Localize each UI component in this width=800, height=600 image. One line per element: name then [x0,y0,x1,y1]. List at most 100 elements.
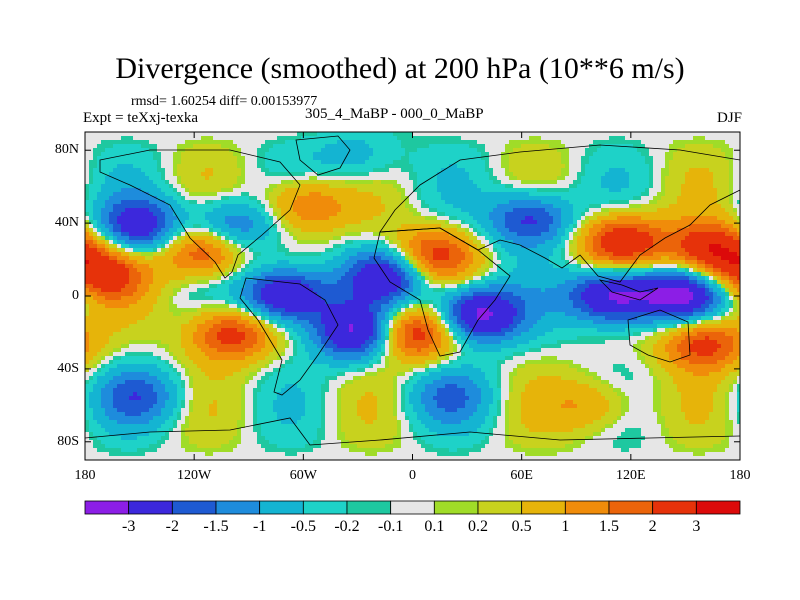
field-cell [645,160,650,165]
field-cell [169,220,174,225]
field-cell [449,160,454,165]
field-cell [101,144,106,149]
field-cell [553,192,558,197]
field-cell [317,248,322,253]
field-cell [685,148,690,153]
field-cell [477,236,482,241]
field-cell [445,228,450,233]
field-cell [229,196,234,201]
field-cell [277,200,282,205]
field-cell [253,228,258,233]
field-cell [465,132,470,137]
field-cell [337,148,342,153]
field-cell [633,224,638,229]
field-cell [541,152,546,157]
field-cell [601,212,606,217]
field-cell [393,228,398,233]
field-cell [169,160,174,165]
field-cell [577,240,582,245]
field-cell [641,228,646,233]
field-cell [721,152,726,157]
field-cell [481,248,486,253]
field-cell [509,140,514,145]
field-cell [289,172,294,177]
field-cell [661,204,666,209]
field-cell [737,216,740,221]
field-cell [169,132,174,137]
field-cell [325,164,330,169]
field-cell [261,216,266,221]
field-cell [517,204,522,209]
field-cell [705,240,710,245]
field-cell [529,180,534,185]
field-cell [693,132,698,137]
field-cell [169,152,174,157]
field-cell [289,240,294,245]
field-cell [397,188,402,193]
field-cell [173,220,178,225]
field-cell [465,172,470,177]
field-cell [261,212,266,217]
field-cell [137,132,142,137]
field-cell [389,192,394,197]
field-cell [481,168,486,173]
field-cell [657,172,662,177]
field-cell [125,228,130,233]
field-cell [637,220,642,225]
field-cell [377,172,382,177]
field-cell [177,164,182,169]
field-cell [441,172,446,177]
field-cell [445,140,450,145]
field-cell [349,224,354,229]
field-cell [325,216,330,221]
field-cell [673,212,678,217]
field-cell [113,160,118,165]
field-cell [333,176,338,181]
field-cell [269,244,274,249]
field-cell [649,244,654,249]
field-cell [409,156,414,161]
field-cell [377,156,382,161]
field-cell [441,196,446,201]
field-cell [681,160,686,165]
field-cell [485,236,490,241]
field-cell [337,204,342,209]
field-cell [133,200,138,205]
field-cell [525,248,530,253]
field-cell [549,168,554,173]
field-cell [705,148,710,153]
field-cell [541,164,546,169]
field-cell [677,232,682,237]
field-cell [613,240,618,245]
field-cell [645,220,650,225]
field-cell [193,168,198,173]
field-cell [617,148,622,153]
field-cell [105,152,110,157]
field-cell [665,172,670,177]
field-cell [597,208,602,213]
field-cell [381,176,386,181]
field-cell [525,212,530,217]
field-cell [701,148,706,153]
field-cell [725,180,730,185]
field-cell [185,208,190,213]
field-cell [469,240,474,245]
field-cell [597,132,602,137]
field-cell [101,152,106,157]
field-cell [441,216,446,221]
field-cell [249,176,254,181]
field-cell [349,240,354,245]
field-cell [89,212,94,217]
field-cell [217,132,222,137]
field-cell [365,196,370,201]
field-cell [153,180,158,185]
field-cell [89,148,94,153]
field-cell [693,144,698,149]
field-cell [89,232,94,237]
field-cell [469,136,474,141]
field-cell [97,192,102,197]
field-cell [361,220,366,225]
field-cell [541,160,546,165]
field-cell [161,164,166,169]
field-cell [409,172,414,177]
